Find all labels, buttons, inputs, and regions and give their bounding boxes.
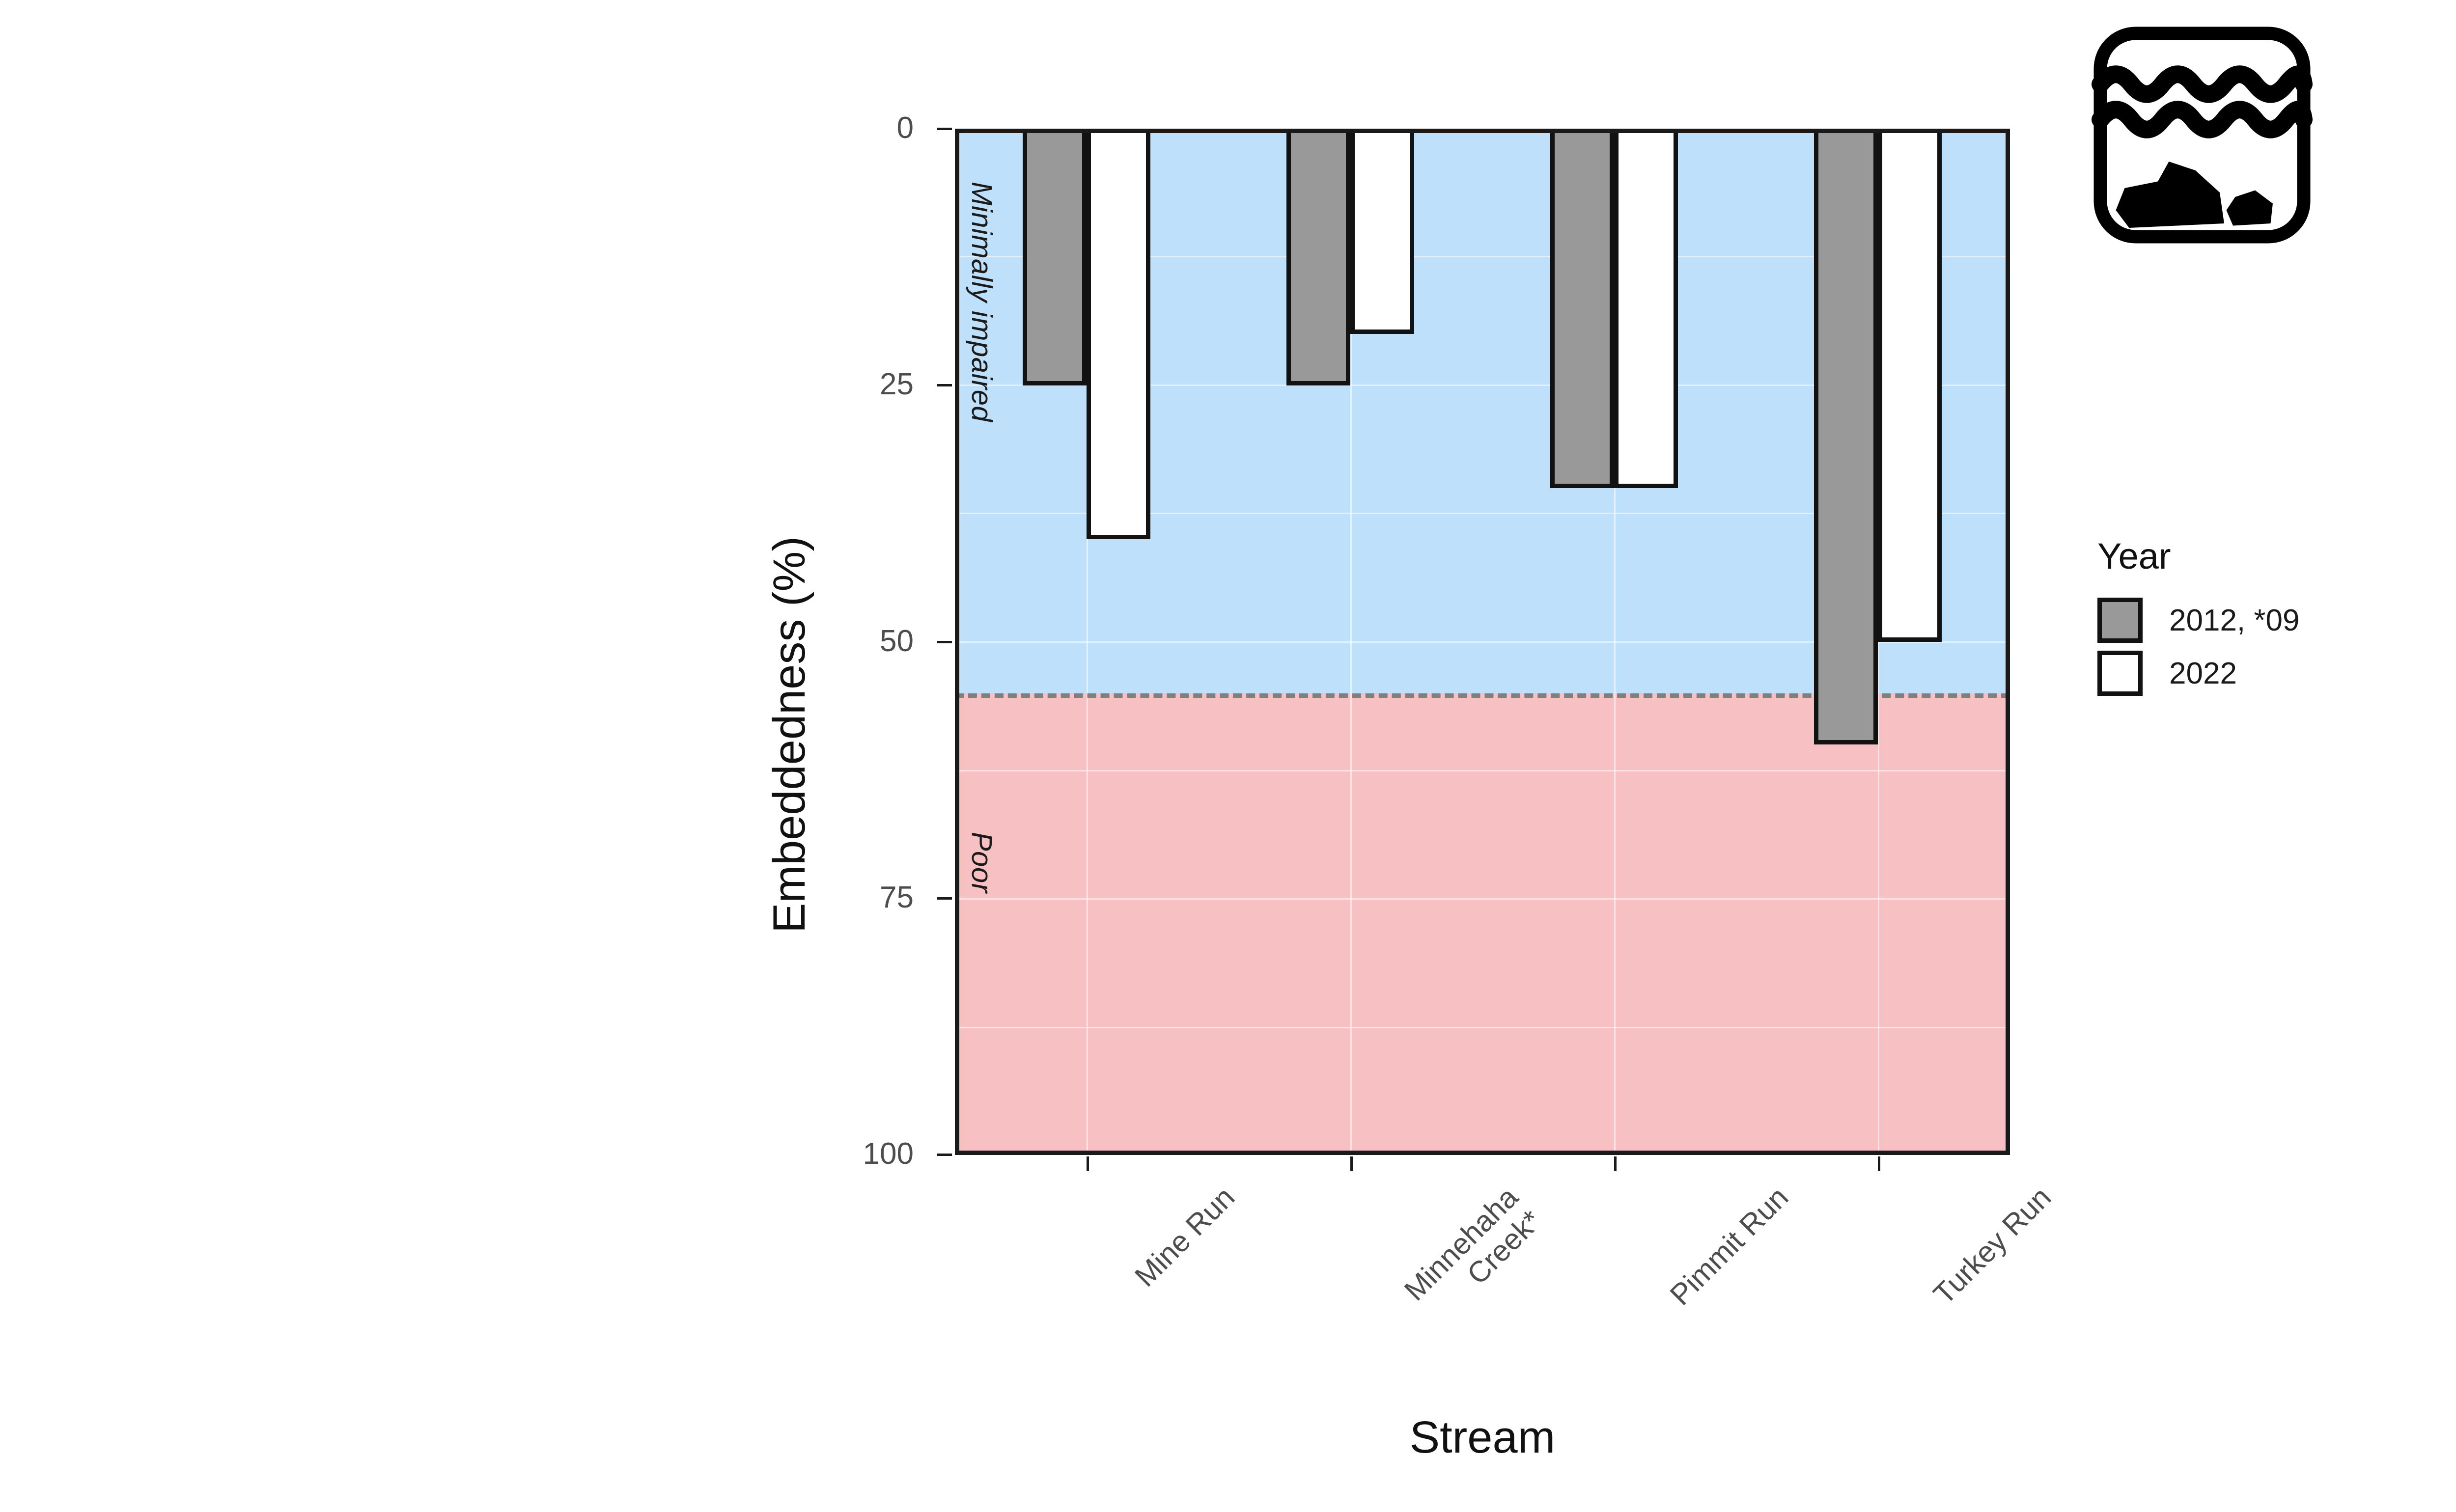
gridline-h [955,770,2010,771]
legend-label-2022: 2022 [2169,656,2237,690]
y-tick-label: 100 [863,1137,914,1171]
bar-turkey-run-2012 [1814,129,1878,744]
gridline-h [955,1027,2010,1028]
bar-pimmit-run-2012 [1550,129,1614,488]
legend-title: Year [2097,536,2171,577]
legend-item-2022[interactable]: 2022 [2097,647,2441,700]
x-tick-mark [1350,1156,1353,1171]
x-tick-mark [1878,1156,1880,1171]
gridline-h [955,256,2010,257]
x-tick-label-turkey-run: Turkey Run [1927,1181,2058,1311]
y-tick-mark [937,384,952,386]
bar-minnehaha-creek-2012 [1286,129,1350,385]
y-tick-label: 25 [880,367,914,401]
x-axis-title: Stream [1409,1412,1556,1462]
gridline-v [1350,129,1352,1155]
region-label-poor: Poor [966,832,998,893]
gridline-v [1878,129,1879,1155]
y-tick-label: 50 [880,624,914,658]
plot-panel: Minimally impaired Poor [955,129,2010,1155]
legend-swatch-2022 [2097,651,2143,696]
x-tick-mark [1087,1156,1089,1171]
gridline-h [955,898,2010,900]
bar-turkey-run-2022 [1878,129,1942,642]
y-axis-title: Embeddedness (%) [764,536,814,933]
legend-item-2012[interactable]: 2012, *09 [2097,594,2441,647]
gridline-h [955,385,2010,386]
gridline-v [1614,129,1616,1155]
x-tick-label-pimmit-run: Pimmit Run [1663,1181,1795,1312]
legend: Year 2012, *09 2022 [2097,535,2441,700]
bar-minnehaha-creek-2022 [1350,129,1414,334]
gridline-h [955,513,2010,514]
gridline-v [1087,129,1088,1155]
y-tick-mark [937,1154,952,1156]
legend-swatch-2012 [2097,598,2143,643]
threshold-line [955,693,2010,698]
y-tick-mark [937,128,952,130]
gridline-h [955,641,2010,643]
x-tick-label-minnehaha-creek: Minnehaha Creek* [1397,1181,1548,1307]
x-tick-label-mine-run: Mine Run [1128,1181,1241,1293]
bar-mine-run-2022 [1087,129,1150,539]
bar-mine-run-2012 [1023,129,1087,385]
bar-pimmit-run-2022 [1614,129,1678,488]
region-band-poor [955,693,2010,1155]
y-tick-label: 75 [880,880,914,914]
region-label-minimally-impaired: Minimally impaired [966,182,998,422]
y-tick-mark [937,897,952,900]
y-tick-label: 0 [896,111,914,145]
x-tick-mark [1614,1156,1617,1171]
legend-label-2012: 2012, *09 [2169,603,2300,637]
streambed-embeddedness-icon [2092,27,2313,244]
y-tick-mark [937,641,952,643]
